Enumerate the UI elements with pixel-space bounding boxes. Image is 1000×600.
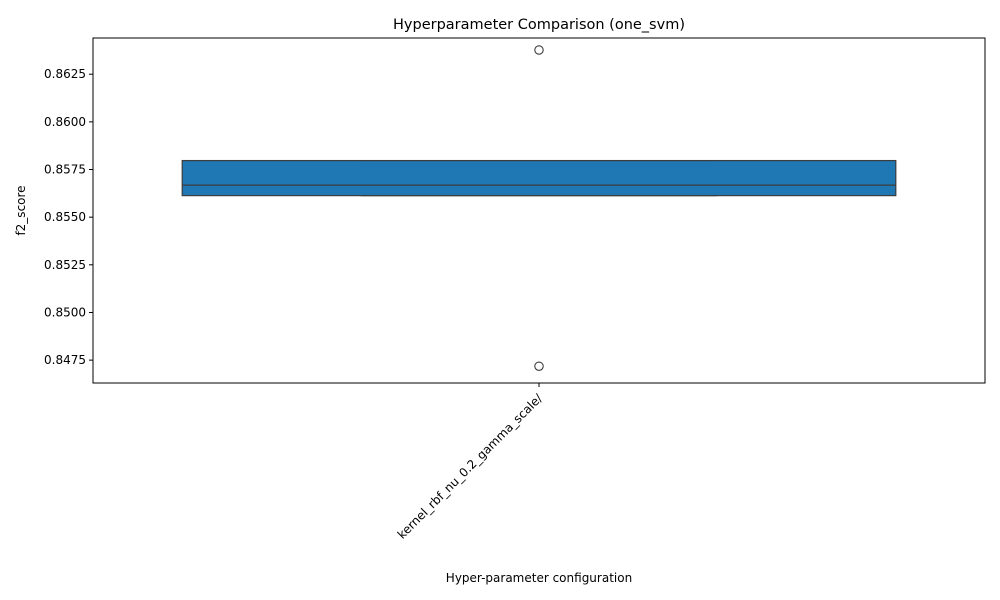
chart-title: Hyperparameter Comparison (one_svm) [393, 17, 685, 33]
y-tick-label: 0.8525 [44, 258, 86, 272]
y-tick-label: 0.8500 [44, 305, 86, 319]
y-tick-label: 0.8575 [44, 163, 86, 177]
outlier-point [534, 361, 544, 371]
y-axis: 0.8475 0.8500 0.8525 0.8550 0.8575 0.8600 0.86… [44, 67, 93, 367]
y-tick-label: 0.8550 [44, 210, 86, 224]
y-axis-label: f2_score [14, 185, 28, 235]
plot-area [181, 45, 897, 371]
x-axis-label: Hyper-parameter configuration [446, 571, 632, 585]
y-tick-label: 0.8625 [44, 67, 86, 81]
y-tick-label: 0.8475 [44, 353, 86, 367]
y-tick-label: 0.8600 [44, 115, 86, 129]
box-iqr [181, 159, 897, 197]
outlier-point [534, 45, 544, 55]
